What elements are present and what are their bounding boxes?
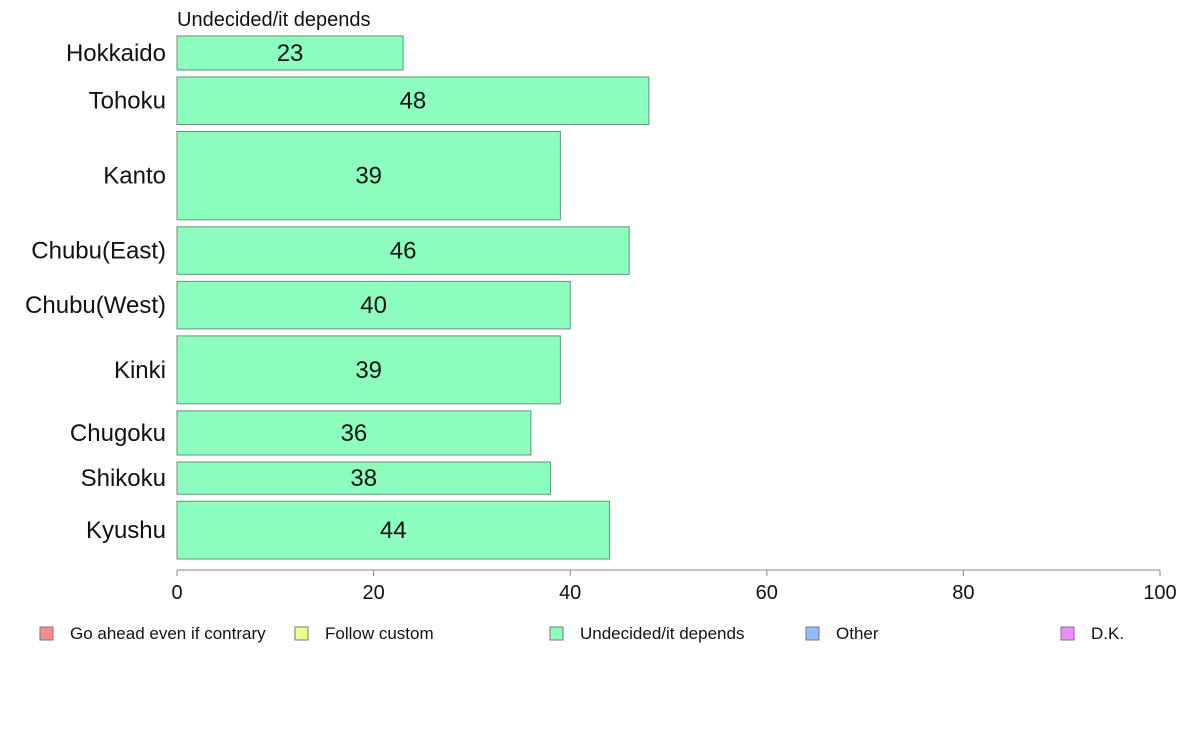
value-label: 44 (380, 517, 407, 544)
legend-label: Undecided/it depends (580, 624, 744, 643)
category-label: Chugoku (70, 420, 166, 447)
category-label: Chubu(East) (31, 238, 166, 265)
x-tick-label: 80 (952, 582, 974, 604)
category-label: Hokkaido (66, 40, 166, 67)
x-tick-label: 40 (559, 582, 581, 604)
bar-kinki (176, 335, 561, 405)
x-axis: 0 20 40 60 80 100 (171, 569, 1177, 604)
x-tick-label: 100 (1143, 582, 1176, 604)
value-label: 39 (355, 163, 382, 190)
bar-kanto (176, 131, 561, 221)
value-label: 36 (341, 420, 368, 447)
value-label: 40 (360, 292, 387, 319)
category-label: Kanto (103, 163, 166, 190)
legend-swatch (549, 626, 564, 641)
bar-tohoku (176, 76, 650, 126)
value-label: 39 (355, 357, 382, 384)
value-label: 23 (277, 40, 304, 67)
bar-chugoku (176, 410, 532, 456)
chart-title: Undecided/it depends (177, 9, 370, 31)
legend-label: Go ahead even if contrary (70, 624, 266, 643)
legend-label: Follow custom (325, 624, 434, 643)
bars-group: Hokkaido 23 Tohoku 48 Kanto 39 Chubu(East) 46 Ch… (25, 35, 650, 560)
value-label: 38 (350, 465, 377, 492)
category-label: Kyushu (86, 517, 166, 544)
legend-swatch (39, 626, 54, 641)
value-label: 48 (400, 88, 427, 115)
bar-kyushu (176, 500, 611, 560)
legend-swatch (294, 626, 309, 641)
category-label: Shikoku (81, 465, 166, 492)
category-label: Chubu(West) (25, 292, 166, 319)
legend-label: Other (836, 624, 879, 643)
legend: Go ahead even if contrary Follow custom Un… (39, 624, 1124, 643)
legend-label: D.K. (1091, 624, 1124, 643)
bar-shikoku (176, 461, 552, 495)
bar-hokkaido (176, 35, 404, 71)
category-label: Kinki (114, 357, 166, 384)
legend-swatch (805, 626, 820, 641)
bar-chubu-east (176, 226, 630, 275)
legend-swatch (1060, 626, 1075, 641)
bar-chubu-west (176, 280, 571, 330)
x-tick-label: 20 (362, 582, 384, 604)
value-label: 46 (390, 238, 417, 265)
category-label: Tohoku (89, 88, 166, 115)
x-tick-label: 0 (171, 582, 182, 604)
x-tick-label: 60 (756, 582, 778, 604)
